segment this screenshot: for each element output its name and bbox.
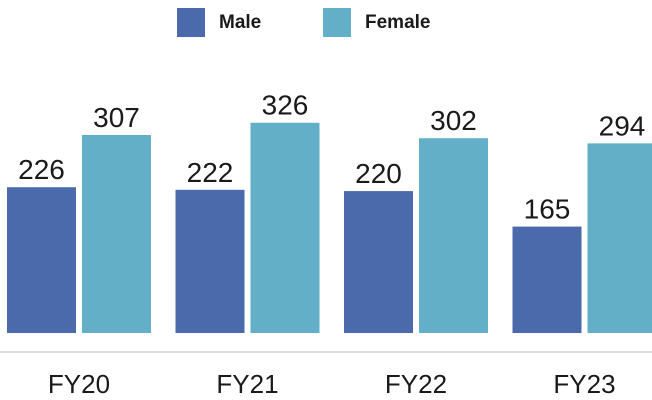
value-label: 220 <box>355 158 402 189</box>
value-label: 302 <box>430 105 477 136</box>
bar <box>587 143 652 333</box>
bar <box>344 191 413 333</box>
bar <box>7 187 76 333</box>
bar <box>175 189 245 333</box>
value-label: 222 <box>187 157 234 188</box>
x-tick-label: FY21 <box>216 369 278 399</box>
x-tick-label: FY20 <box>48 369 110 399</box>
value-label: 165 <box>524 194 571 225</box>
value-label: 326 <box>262 90 309 121</box>
x-tick-label: FY22 <box>385 369 447 399</box>
bar <box>512 226 582 333</box>
bar <box>250 122 320 333</box>
legend-swatch <box>323 8 351 37</box>
legend-label: Male <box>219 12 261 33</box>
legend-label: Female <box>365 12 430 33</box>
bar <box>82 134 151 333</box>
bar <box>419 138 488 333</box>
value-label: 226 <box>18 154 65 185</box>
value-label: 294 <box>599 110 646 141</box>
x-tick-label: FY23 <box>553 369 615 399</box>
value-label: 307 <box>93 102 140 133</box>
legend-swatch <box>177 8 205 37</box>
